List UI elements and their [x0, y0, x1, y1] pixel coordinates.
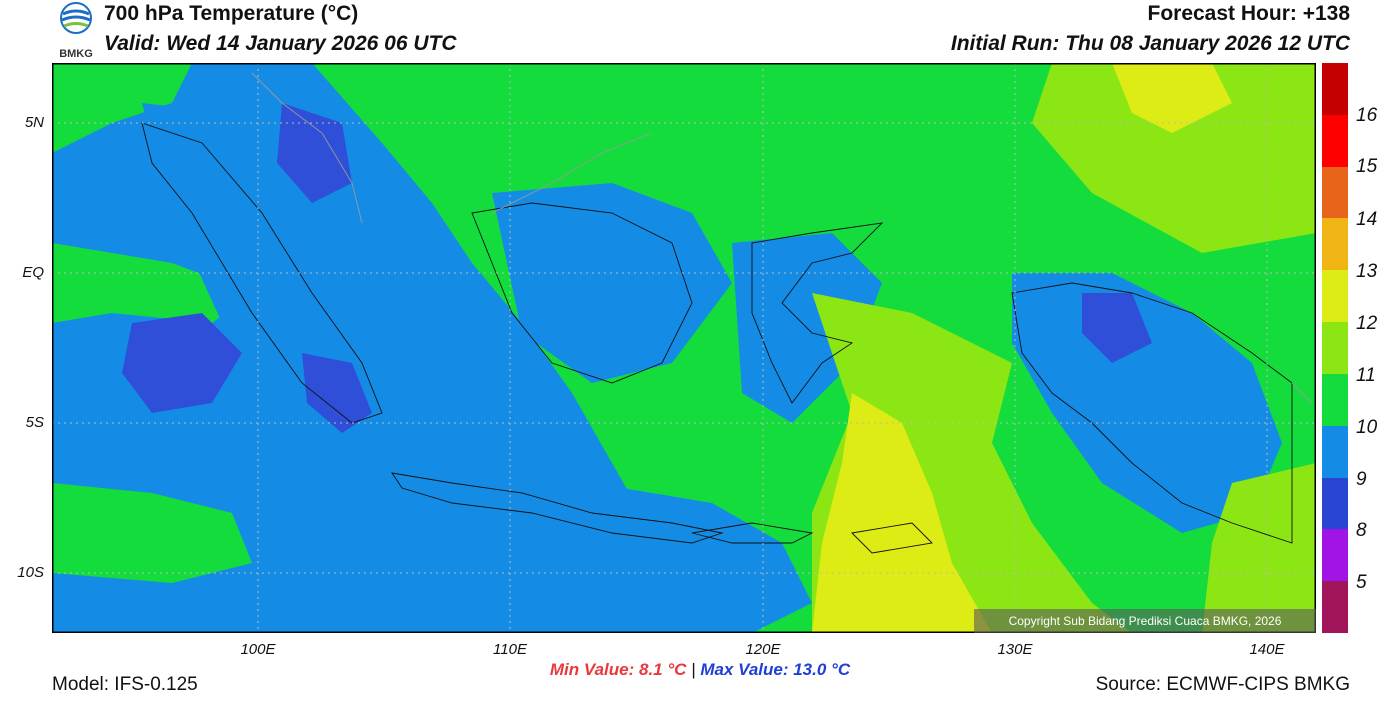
colorbar-label: 12 [1356, 313, 1378, 334]
cold-patch [122, 313, 242, 413]
colorbar-segment [1322, 114, 1348, 167]
lon-label-100e: 100E [240, 641, 276, 658]
lon-label-110e: 110E [493, 641, 527, 658]
lon-label-140e: 140E [1249, 641, 1285, 658]
copyright-notice: Copyright Sub Bidang Prediksi Cuaca BMKG… [974, 609, 1316, 633]
lon-label-120e: 120E [745, 641, 781, 658]
min-value: Min Value: 8.1 °C [549, 660, 687, 679]
map-title: 700 hPa Temperature (°C) [104, 2, 359, 25]
separator: | [691, 660, 696, 679]
colorbar-segment [1322, 529, 1348, 582]
colorbar-label: 13 [1356, 261, 1378, 282]
max-value: Max Value: 13.0 °C [700, 660, 851, 679]
colorbar-segment [1322, 218, 1348, 271]
colorbar-label: 5 [1356, 572, 1367, 593]
colorbar-segment [1322, 581, 1348, 633]
colorbar-segment [1322, 63, 1348, 115]
colorbar-segment [1322, 373, 1348, 426]
temperature-map [52, 63, 1316, 633]
colorbar-label: 11 [1356, 365, 1376, 386]
valid-time: Valid: Wed 14 January 2026 06 UTC [104, 32, 457, 55]
colorbar-segment [1322, 166, 1348, 219]
colorbar-label: 10 [1356, 417, 1378, 438]
colorbar-segment [1322, 477, 1348, 530]
bmkg-logo: BMKG [59, 2, 93, 60]
initial-run: Initial Run: Thu 08 January 2026 12 UTC [950, 32, 1350, 55]
min-max-values: Min Value: 8.1 °C | Max Value: 13.0 °C [0, 660, 1400, 680]
colorbar-label: 9 [1356, 469, 1367, 490]
colorbar-label: 15 [1356, 156, 1378, 177]
colorbar-label: 14 [1356, 209, 1378, 230]
lat-label-5s: 5S [25, 414, 44, 431]
gridlines [52, 63, 1316, 633]
lon-label-130e: 130E [997, 641, 1033, 658]
source-label: Source: ECMWF-CIPS BMKG [1095, 674, 1350, 695]
colorbar-label: 8 [1356, 520, 1367, 541]
colorbar-segment [1322, 425, 1348, 478]
colorbar-label: 16 [1356, 105, 1378, 126]
colorbar [1322, 63, 1348, 633]
colorbar-segment [1322, 322, 1348, 374]
lat-label-eq: EQ [22, 264, 44, 281]
svg-text:BMKG: BMKG [59, 48, 93, 60]
model-label: Model: IFS-0.125 [52, 674, 198, 695]
colorbar-segment [1322, 270, 1348, 323]
forecast-hour: Forecast Hour: +138 [1147, 2, 1351, 25]
lat-label-10s: 10S [17, 564, 44, 581]
coastlines [141, 122, 1293, 554]
lat-label-5n: 5N [24, 114, 44, 131]
